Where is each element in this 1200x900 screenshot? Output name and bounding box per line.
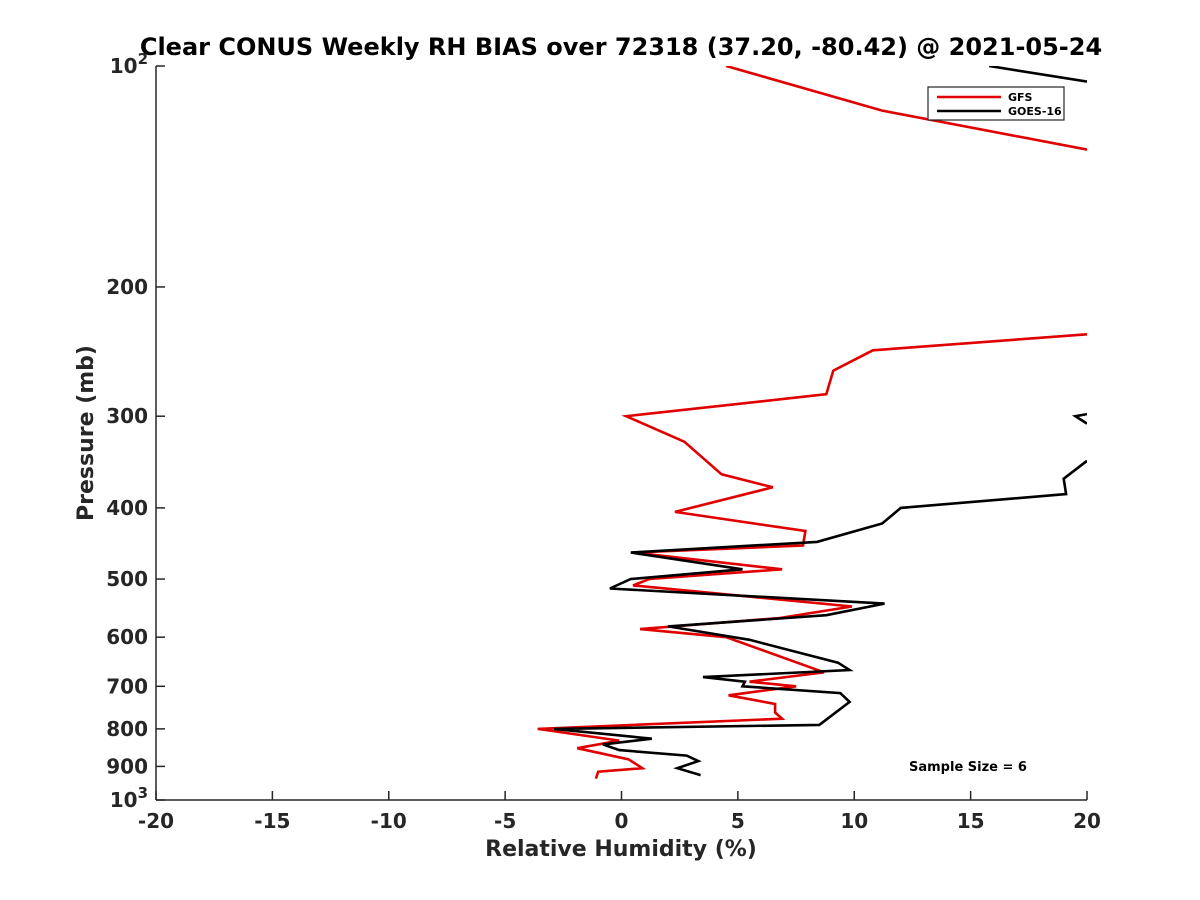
y-tick-label: 400 [106,496,148,520]
plot-area: -20 -15 -10 -5 0 5 10 15 20102200300400500600700… [106,50,1101,833]
y-tick-label: 200 [106,275,148,299]
y-tick-label: 700 [106,674,148,698]
x-tick-label: -15 [254,809,290,833]
legend-box [927,86,1065,121]
x-tick-label: -5 [494,809,516,833]
y-tick-label: 600 [106,625,148,649]
series-line-goes-16 [553,66,1087,777]
x-tick-label: 15 [957,809,985,833]
x-tick-label: 5 [731,809,745,833]
x-tick-label: 0 [615,809,629,833]
x-tick-label: -20 [138,809,174,833]
y-tick-label: 500 [106,567,148,591]
sample-size-annotation: Sample Size = 6 [909,760,1027,775]
x-tick-label: 10 [840,809,868,833]
x-axis-label: Relative Humidity (%) [485,837,757,862]
y-tick-label: 800 [106,717,148,741]
y-tick-label: 300 [106,404,148,428]
x-tick-label: -10 [371,809,407,833]
y-axis-label: Pressure (mb) [74,345,99,521]
chart-title: Clear CONUS Weekly RH BIAS over 72318 (3… [140,33,1102,61]
x-tick-label: 20 [1073,809,1101,833]
y-tick-label: 900 [106,754,148,778]
legend-label-goes-16: GOES-16 [1008,105,1062,118]
legend-label-gfs: GFS [1008,91,1033,104]
series-group [537,66,1087,780]
